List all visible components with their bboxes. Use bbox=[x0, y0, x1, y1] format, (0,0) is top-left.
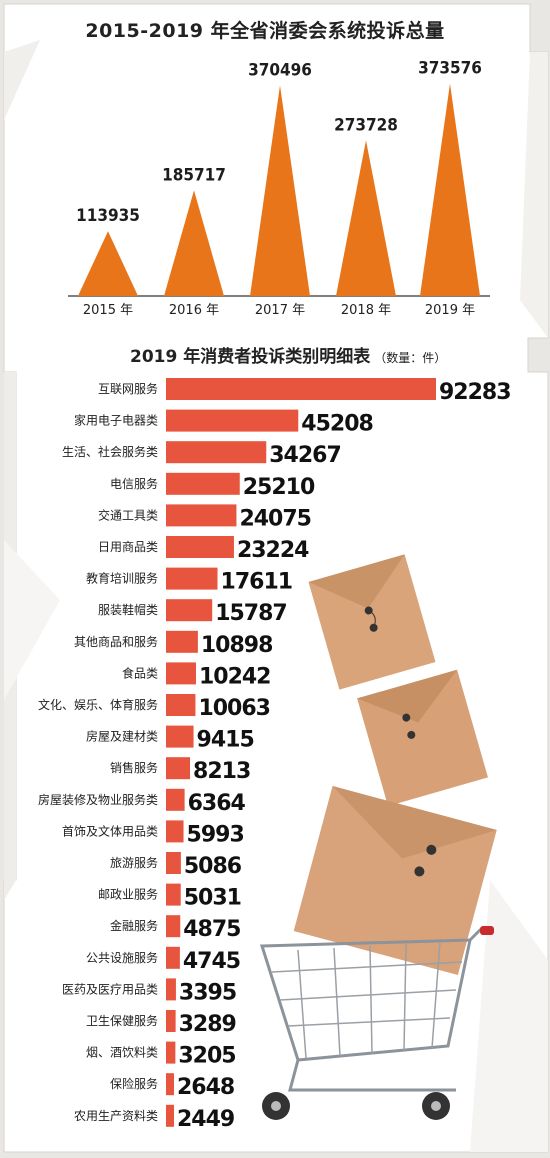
year-tick-label: 2018 年 bbox=[341, 303, 391, 318]
bar-value-label: 6364 bbox=[188, 791, 246, 816]
chart-title-categories: 2019 年消费者投诉类别明细表 （数量：件） bbox=[130, 342, 446, 367]
bar-value-label: 45208 bbox=[301, 412, 373, 437]
category-label: 销售服务 bbox=[110, 760, 158, 775]
category-label: 卫生保健服务 bbox=[86, 1013, 158, 1028]
category-label: 烟、酒饮料类 bbox=[86, 1046, 158, 1060]
category-label: 农用生产资料类 bbox=[74, 1109, 158, 1123]
bar-8 bbox=[166, 630, 198, 653]
bar-value-label: 2449 bbox=[177, 1107, 234, 1132]
peak-0 bbox=[78, 231, 138, 296]
bar-value-label: 92283 bbox=[439, 380, 511, 405]
peak-value-label: 185717 bbox=[162, 165, 226, 185]
category-label: 文化、娱乐、体育服务 bbox=[38, 697, 158, 712]
bar-value-label: 3205 bbox=[178, 1044, 235, 1069]
bar-19 bbox=[166, 978, 176, 1001]
year-tick-label: 2019 年 bbox=[425, 303, 475, 318]
bar-value-label: 9415 bbox=[197, 728, 254, 753]
bar-16 bbox=[166, 883, 181, 906]
bar-17 bbox=[166, 915, 181, 938]
category-label: 互联网服务 bbox=[98, 381, 158, 396]
peak-4 bbox=[420, 83, 480, 296]
category-label: 交通工具类 bbox=[98, 507, 158, 522]
bar-23 bbox=[166, 1104, 174, 1127]
bar-value-label: 17611 bbox=[221, 570, 293, 595]
category-label: 金融服务 bbox=[110, 918, 158, 933]
bar-value-label: 15787 bbox=[215, 601, 287, 626]
bar-15 bbox=[166, 852, 181, 874]
bar-0 bbox=[166, 378, 436, 400]
bar-9 bbox=[166, 662, 196, 685]
annual-complaints-chart: 113935 2015 年 185717 2016 年 370496 2017 年 2737… bbox=[68, 59, 490, 318]
category-label: 保险服务 bbox=[110, 1076, 158, 1091]
peak-2 bbox=[250, 85, 310, 296]
cart-icon bbox=[259, 928, 492, 1092]
bar-10 bbox=[166, 694, 196, 716]
category-label: 其他商品和服务 bbox=[74, 634, 158, 649]
peak-value-label: 370496 bbox=[248, 60, 312, 80]
bar-13 bbox=[166, 788, 185, 811]
chart-title-annual: 2015-2019 年全省消委会系统投诉总量 bbox=[85, 20, 445, 42]
bar-20 bbox=[166, 1010, 176, 1032]
envelope-icon bbox=[357, 669, 488, 807]
bar-value-label: 3289 bbox=[179, 1012, 236, 1037]
category-label: 首饰及文体用品类 bbox=[62, 823, 158, 838]
bar-value-label: 8213 bbox=[193, 759, 250, 784]
bar-1 bbox=[166, 409, 299, 432]
bar-value-label: 4875 bbox=[183, 917, 240, 942]
bar-6 bbox=[166, 567, 218, 590]
bar-21 bbox=[166, 1041, 176, 1064]
unit-note: （数量：件） bbox=[374, 351, 447, 365]
bar-11 bbox=[166, 725, 194, 748]
category-label: 旅游服务 bbox=[110, 855, 158, 870]
bar-value-label: 10063 bbox=[198, 696, 270, 721]
bar-value-label: 5993 bbox=[187, 822, 244, 847]
peak-value-label: 373576 bbox=[418, 59, 482, 79]
peak-value-label: 273728 bbox=[334, 115, 398, 135]
bar-value-label: 5086 bbox=[184, 854, 242, 879]
category-label: 公共设施服务 bbox=[86, 950, 158, 965]
bar-value-label: 4745 bbox=[183, 949, 240, 974]
bar-18 bbox=[166, 946, 180, 969]
category-label: 生活、社会服务类 bbox=[62, 444, 158, 459]
bar-value-label: 2648 bbox=[177, 1075, 234, 1100]
bar-4 bbox=[166, 504, 237, 527]
bar-value-label: 34267 bbox=[269, 443, 341, 468]
year-tick-label: 2016 年 bbox=[169, 303, 219, 318]
envelope-icon bbox=[308, 554, 436, 690]
category-label: 电信服务 bbox=[110, 476, 158, 491]
category-label: 房屋及建材类 bbox=[86, 729, 158, 744]
category-label: 家用电子电器类 bbox=[74, 413, 158, 428]
category-label: 服装鞋帽类 bbox=[98, 602, 158, 617]
year-tick-label: 2017 年 bbox=[255, 303, 305, 318]
bar-3 bbox=[166, 472, 240, 495]
bar-14 bbox=[166, 820, 184, 843]
bar-value-label: 5031 bbox=[184, 886, 241, 911]
bar-12 bbox=[166, 757, 191, 780]
bar-value-label: 10898 bbox=[201, 633, 273, 658]
bar-value-label: 3395 bbox=[179, 980, 236, 1005]
year-tick-label: 2015 年 bbox=[83, 303, 133, 318]
peak-3 bbox=[336, 140, 396, 296]
bar-5 bbox=[166, 536, 234, 558]
category-label: 邮政业服务 bbox=[98, 887, 158, 902]
peak-value-label: 113935 bbox=[76, 206, 140, 226]
bar-value-label: 10242 bbox=[199, 664, 271, 689]
category-label: 食品类 bbox=[122, 665, 158, 680]
category-chart-title-text: 2019 年消费者投诉类别明细表 bbox=[130, 347, 371, 367]
bar-2 bbox=[166, 441, 267, 464]
bar-22 bbox=[166, 1073, 174, 1096]
bar-value-label: 24075 bbox=[239, 506, 311, 531]
category-label: 教育培训服务 bbox=[86, 571, 158, 586]
category-label: 房屋装修及物业服务类 bbox=[38, 792, 158, 807]
bar-7 bbox=[166, 599, 213, 622]
bar-value-label: 23224 bbox=[237, 538, 309, 563]
cart-handle-icon bbox=[480, 926, 494, 935]
category-label: 日用商品类 bbox=[98, 539, 158, 554]
category-label: 医药及医疗用品类 bbox=[62, 982, 158, 996]
envelope-icon bbox=[293, 786, 497, 975]
bar-value-label: 25210 bbox=[243, 475, 315, 500]
peak-1 bbox=[164, 190, 224, 296]
